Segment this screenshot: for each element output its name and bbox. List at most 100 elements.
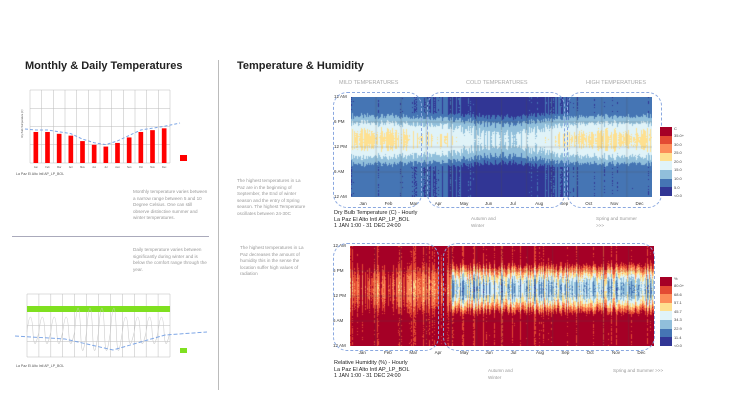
daily-caption: La Paz El Alto Intl AP_LP_BOL	[16, 364, 65, 368]
trend-line	[15, 331, 208, 351]
monthly-note: Monthly temperature varies between a nar…	[133, 189, 208, 221]
hum-seg-autumn: Autumn and Winter	[488, 368, 513, 380]
temperature-heatmap	[351, 97, 652, 197]
tick-label: Feb	[45, 166, 50, 168]
legend-value: 10.0	[674, 176, 682, 181]
month-tick: Mar	[409, 350, 418, 355]
legend-unit: C	[674, 126, 677, 131]
legend-swatch	[660, 152, 672, 162]
tick-label: Sep	[127, 166, 132, 168]
caption-line: La Paz El Alto Intl AP_LP_BOL	[334, 366, 410, 373]
dry-humidity-box	[443, 243, 655, 351]
bar-Feb	[45, 131, 50, 163]
legend-swatch	[660, 328, 672, 338]
bar-Dec	[161, 128, 167, 163]
caption-line: 1 JAN 1:00 - 31 DEC 24:00	[334, 223, 401, 229]
bar-Nov	[150, 130, 155, 163]
tick-label: Jun	[92, 166, 97, 168]
month-tick: May	[459, 201, 469, 206]
legend-swatch	[660, 311, 672, 320]
legend-swatch	[660, 320, 672, 329]
month-tick: Jul	[510, 350, 517, 355]
month-tick: Dec	[635, 201, 644, 206]
mild-humidity-box	[333, 243, 439, 351]
daily-temp-line	[26, 307, 171, 351]
month-tick: Jun	[484, 201, 493, 206]
legend-value: 30.0	[674, 141, 682, 147]
hour-tick: 6 AM	[333, 318, 344, 323]
legend-value: 80.0+	[674, 283, 685, 288]
monthly-legend-swatch	[180, 155, 187, 161]
month-tick: Dec	[637, 350, 646, 355]
caption-line: Dry Bulb Temperature (C) - Hourly	[334, 210, 418, 216]
legend-swatch	[660, 277, 672, 286]
hum-note: The highest temperatures in La Paz decre…	[240, 245, 304, 277]
legend-value: 45.7	[674, 308, 682, 314]
temp-humidity-title: Temperature & Humidity	[237, 60, 364, 72]
legend-value: 25.0	[674, 150, 682, 156]
tick-label: May	[80, 166, 85, 168]
tick-label: Dec	[162, 166, 167, 168]
cold-season-box	[427, 92, 565, 208]
tick-label: Aug	[115, 166, 120, 168]
bar-Jul	[103, 146, 109, 163]
month-tick: Oct	[585, 201, 593, 206]
legend-swatch	[660, 135, 672, 145]
tick-label: Apr	[69, 166, 73, 168]
bar-Jan	[33, 131, 39, 163]
temp-seg-autumn: Autumn and Winter	[471, 216, 496, 228]
tick-label: Jan	[34, 166, 39, 168]
tick-label: Jul	[104, 166, 108, 168]
bar-Aug	[115, 142, 120, 163]
month-tick: Sep	[560, 201, 569, 206]
legend-swatch	[660, 170, 672, 179]
season-high: HIGH TEMPERATURES	[586, 80, 646, 86]
month-tick: Jan	[358, 350, 366, 355]
mild-season-box	[333, 92, 422, 208]
month-tick: May	[460, 350, 469, 355]
comfort-legend-swatch	[180, 348, 187, 353]
tick-label: Nov	[150, 166, 155, 168]
month-tick: Nov	[610, 201, 619, 206]
tick-label: Oct	[139, 166, 143, 168]
hour-tick: 12 PM	[334, 144, 348, 149]
caption-line: Relative Humidity (%) - Hourly	[334, 360, 408, 366]
legend-swatch	[660, 127, 672, 136]
trend-line	[24, 122, 181, 146]
month-tick: Aug	[535, 201, 544, 206]
hour-tick: 6 PM	[333, 268, 344, 273]
bar-Apr	[68, 135, 74, 163]
season-cold: COLD TEMPERATURES	[466, 80, 528, 86]
temp-note: The highest temperatures in La Paz are i…	[237, 178, 306, 216]
caption-line: 1 JAN 1:00 - 31 DEC 24:00	[334, 373, 401, 379]
temp-caption: Dry Bulb Temperature (C) - Hourly La Paz…	[334, 210, 417, 230]
legend-value: 11.4	[674, 334, 682, 340]
humidity-heatmap	[350, 246, 654, 346]
bar-May	[80, 141, 85, 163]
legend-value: 22.9	[674, 326, 682, 331]
hum-seg-spring: Spring and Summer >>>	[613, 368, 664, 373]
monthly-bar-chart: Jan Feb Mar Apr May Jun Jul Aug Sep Oct Nov Dec Dry …	[21, 89, 181, 168]
month-tick: Jul	[510, 201, 516, 206]
legend-unit: %	[674, 276, 678, 281]
bar-Oct	[138, 131, 144, 163]
legend-value: 57.1	[674, 300, 682, 306]
vertical-divider	[218, 60, 219, 390]
month-tick: Feb	[384, 201, 393, 206]
month-tick: Jun	[485, 350, 493, 355]
legend-swatch	[660, 178, 672, 188]
month-tick: Feb	[384, 350, 392, 355]
monthly-daily-title: Monthly & Daily Temperatures	[25, 60, 183, 72]
legend-swatch	[660, 285, 672, 295]
legend-value: <0.0	[674, 193, 682, 199]
legend-swatch	[660, 302, 672, 312]
legend-value: 20.0	[674, 158, 682, 164]
legend-value: <0.0	[674, 343, 682, 349]
legend-swatch	[660, 161, 672, 170]
legend-value: 68.6	[674, 291, 682, 297]
legend-value: 15.0	[674, 167, 682, 173]
horizontal-divider	[12, 236, 209, 237]
caption-line: La Paz El Alto Intl AP_LP_BOL	[334, 216, 410, 223]
legend-value: 34.3	[674, 317, 682, 323]
hour-tick: 6 AM	[334, 169, 345, 174]
